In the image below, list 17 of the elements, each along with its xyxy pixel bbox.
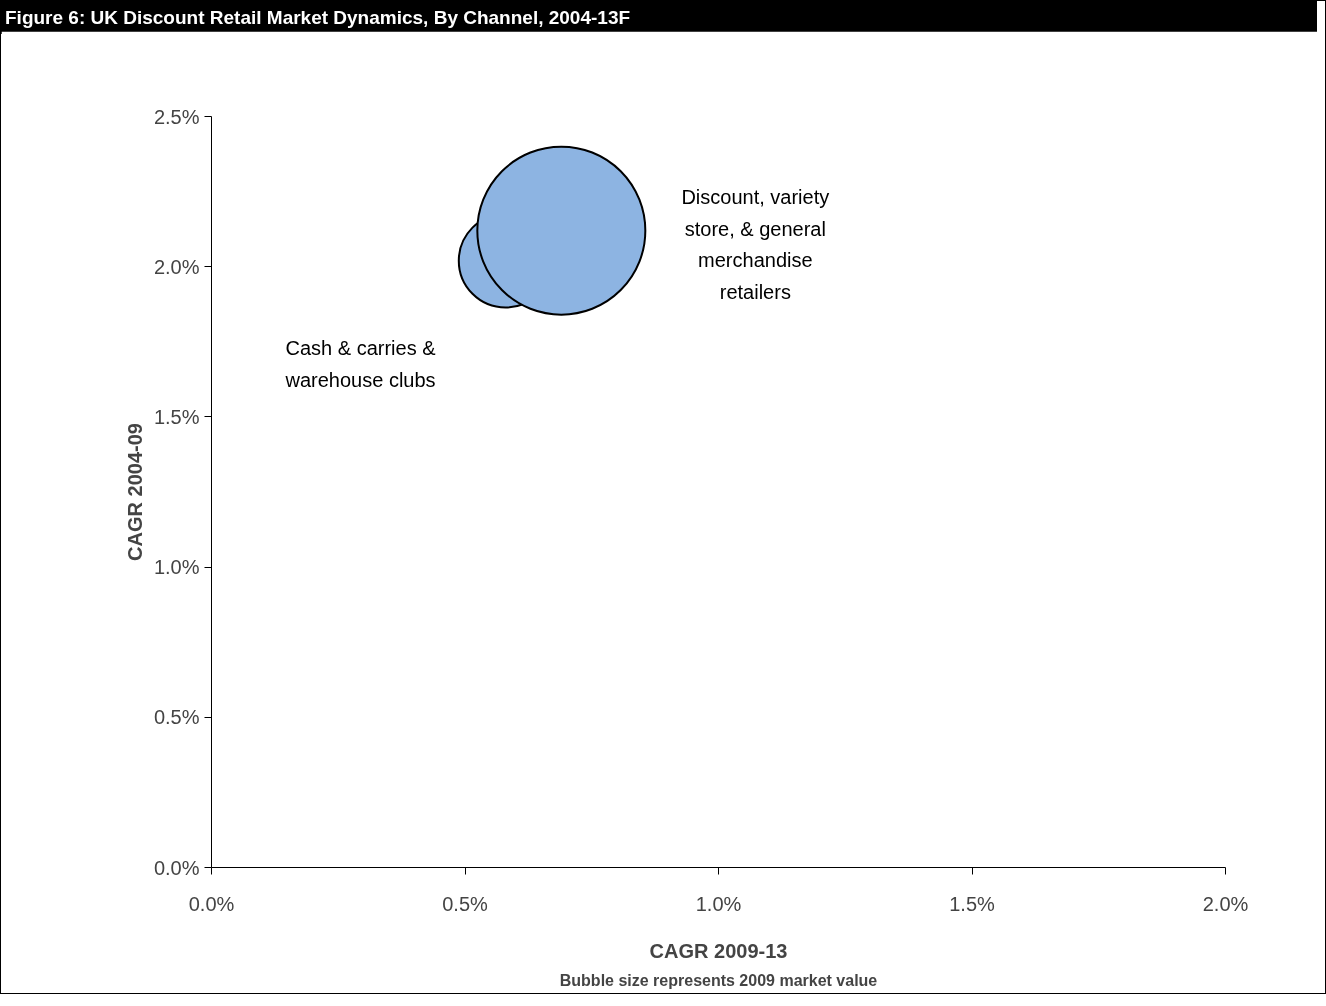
x-axis-title: CAGR 2009-13 xyxy=(649,939,788,962)
y-tick-label: 0.0% xyxy=(153,856,200,879)
y-tick-label: 1.0% xyxy=(153,556,200,579)
y-tick-label: 2.0% xyxy=(153,255,200,278)
x-tick-label: 0.0% xyxy=(188,892,235,915)
text: Bubble size represents 2009 market value xyxy=(559,971,878,989)
y-tick-label: 1.5% xyxy=(153,405,200,428)
x-tick-label: 0.5% xyxy=(442,892,489,915)
x-tick-label: 1.0% xyxy=(695,892,742,915)
y-tick-label: 2.5% xyxy=(153,105,200,128)
chart-title: Figure 6: UK Discount Retail Market Dynamics, By Channel, 2004-13F xyxy=(1,1,1317,35)
y-axis-title: CAGR 2004-09 xyxy=(123,423,146,561)
x-tick-label: 1.5% xyxy=(949,892,996,915)
x-tick-label: 2.0% xyxy=(1202,892,1249,915)
text: Cash & carries & warehouse clubs xyxy=(284,337,437,392)
y-tick-label: 0.5% xyxy=(153,706,200,729)
series-label: Discount, variety store, & general merchandise retailers xyxy=(681,185,830,304)
